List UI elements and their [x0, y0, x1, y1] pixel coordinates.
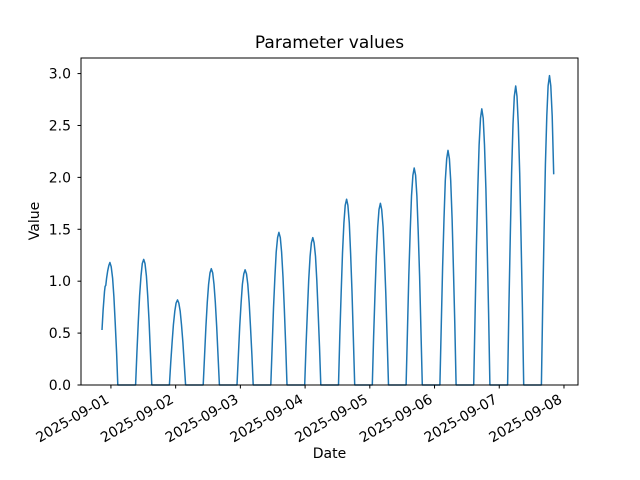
x-tick-label: 2025-09-01 — [33, 392, 111, 447]
y-tick-label: 1.5 — [49, 222, 71, 238]
y-tick-label: 2.5 — [49, 118, 71, 134]
x-tick-label: 2025-09-07 — [422, 392, 500, 447]
x-tick-label: 2025-09-04 — [228, 392, 307, 447]
x-tick-label: 2025-09-05 — [292, 392, 370, 447]
x-tick-label: 2025-09-06 — [357, 392, 436, 447]
series-group — [101, 74, 555, 386]
y-tick-label: 1.0 — [49, 274, 71, 290]
x-tick-label: 2025-09-02 — [98, 392, 176, 447]
y-tick-label: 2.0 — [49, 170, 71, 186]
chart-title: Parameter values — [254, 33, 405, 53]
y-tick-label: 0.5 — [49, 326, 71, 342]
y-tick-label: 3.0 — [49, 67, 71, 83]
y-axis-ticks: 0.0 0.5 1.0 1.5 2.0 2.5 3.0 — [49, 67, 81, 394]
x-axis-label: Date — [312, 446, 347, 462]
x-tick-label: 2025-09-08 — [487, 392, 565, 447]
x-tick-label: 2025-09-03 — [163, 392, 241, 447]
y-tick-label: 0.0 — [49, 378, 71, 394]
plot-border — [80, 57, 579, 386]
series-line — [101, 74, 555, 386]
x-axis-ticks: 2025-09-012025-09-022025-09-032025-09-04… — [33, 385, 565, 446]
